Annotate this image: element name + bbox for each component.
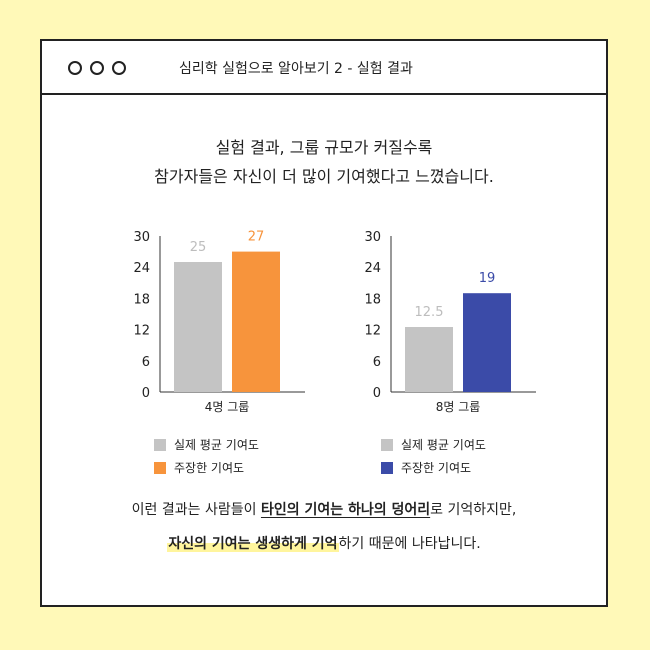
y-tick-label: 12 bbox=[364, 324, 381, 339]
y-tick-label: 18 bbox=[133, 292, 150, 307]
bar-chart-svg: 0 6 12 18 24 30 25 27 4명 그룹 bbox=[133, 230, 305, 414]
window-circle-icon[interactable] bbox=[112, 61, 126, 75]
y-tick-label: 0 bbox=[142, 386, 150, 401]
bar-value-label: 25 bbox=[190, 240, 207, 255]
chart-8-person-group: 0 6 12 18 24 30 12.5 19 8명 그룹 bbox=[351, 211, 581, 451]
app-window: 심리학 실험으로 알아보기 2 - 실험 결과 실험 결과, 그룹 규모가 커질… bbox=[40, 39, 608, 607]
legend-label: 실제 평균 기여도 bbox=[401, 438, 486, 452]
bar-chart-svg: 0 6 12 18 24 30 12.5 19 8명 그룹 bbox=[364, 230, 536, 414]
window-circle-icon[interactable] bbox=[68, 61, 82, 75]
bar-value-label: 27 bbox=[248, 230, 265, 245]
legend-item-claimed: 주장한 기여도 bbox=[381, 456, 486, 479]
legend-swatch bbox=[381, 438, 393, 451]
legend-label: 주장한 기여도 bbox=[174, 461, 245, 475]
legend-label: 실제 평균 기여도 bbox=[174, 438, 259, 452]
legend-label: 주장한 기여도 bbox=[401, 461, 472, 475]
window-title: 심리학 실험으로 알아보기 2 - 실험 결과 bbox=[179, 61, 413, 77]
text-segment: 로 기억하지만, bbox=[430, 502, 517, 518]
legend-item-average: 실제 평균 기여도 bbox=[381, 433, 486, 456]
legend-item-claimed: 주장한 기여도 bbox=[154, 456, 259, 479]
conclusion-line-1: 이런 결과는 사람들이 타인의 기여는 하나의 덩어리로 기억하지만, bbox=[42, 493, 606, 527]
bar-value-label: 12.5 bbox=[415, 305, 444, 320]
conclusion-text: 이런 결과는 사람들이 타인의 기여는 하나의 덩어리로 기억하지만, 자신의 … bbox=[42, 493, 606, 561]
headline: 실험 결과, 그룹 규모가 커질수록 참가자들은 자신이 더 많이 기여했다고 … bbox=[42, 133, 606, 191]
y-tick-label: 24 bbox=[133, 261, 150, 276]
x-category-label: 8명 그룹 bbox=[436, 400, 481, 414]
y-tick-label: 30 bbox=[364, 230, 381, 245]
legend-swatch bbox=[154, 438, 166, 451]
title-bar: 심리학 실험으로 알아보기 2 - 실험 결과 bbox=[42, 41, 606, 95]
text-segment: 하기 때문에 나타납니다. bbox=[338, 536, 481, 552]
headline-line-2: 참가자들은 자신이 더 많이 기여했다고 느꼈습니다. bbox=[154, 167, 494, 186]
emphasis-underline: 타인의 기여는 하나의 덩어리 bbox=[260, 502, 431, 518]
legend-swatch bbox=[154, 461, 166, 474]
y-tick-label: 6 bbox=[373, 355, 381, 370]
y-tick-label: 18 bbox=[364, 292, 381, 307]
bar bbox=[463, 293, 511, 392]
bar bbox=[232, 251, 280, 392]
legend-swatch bbox=[381, 461, 393, 474]
x-category-label: 4명 그룹 bbox=[205, 400, 250, 414]
text-segment: 이런 결과는 사람들이 bbox=[131, 502, 261, 518]
legend-left: 실제 평균 기여도 주장한 기여도 bbox=[154, 433, 259, 479]
y-tick-label: 24 bbox=[364, 261, 381, 276]
emphasis-highlight: 자신의 기여는 생생하게 기억 bbox=[167, 536, 339, 552]
legend-right: 실제 평균 기여도 주장한 기여도 bbox=[381, 433, 486, 479]
legend-item-average: 실제 평균 기여도 bbox=[154, 433, 259, 456]
conclusion-line-2: 자신의 기여는 생생하게 기억하기 때문에 나타납니다. bbox=[42, 527, 606, 561]
chart-4-person-group: 0 6 12 18 24 30 25 27 4명 그룹 bbox=[120, 211, 350, 451]
bar bbox=[405, 327, 453, 392]
y-tick-label: 0 bbox=[373, 386, 381, 401]
window-circle-icon[interactable] bbox=[90, 61, 104, 75]
bar bbox=[174, 262, 222, 392]
headline-line-1: 실험 결과, 그룹 규모가 커질수록 bbox=[215, 138, 433, 157]
y-tick-label: 12 bbox=[133, 324, 150, 339]
y-tick-label: 6 bbox=[142, 355, 150, 370]
bar-value-label: 19 bbox=[479, 271, 496, 286]
y-tick-label: 30 bbox=[133, 230, 150, 245]
